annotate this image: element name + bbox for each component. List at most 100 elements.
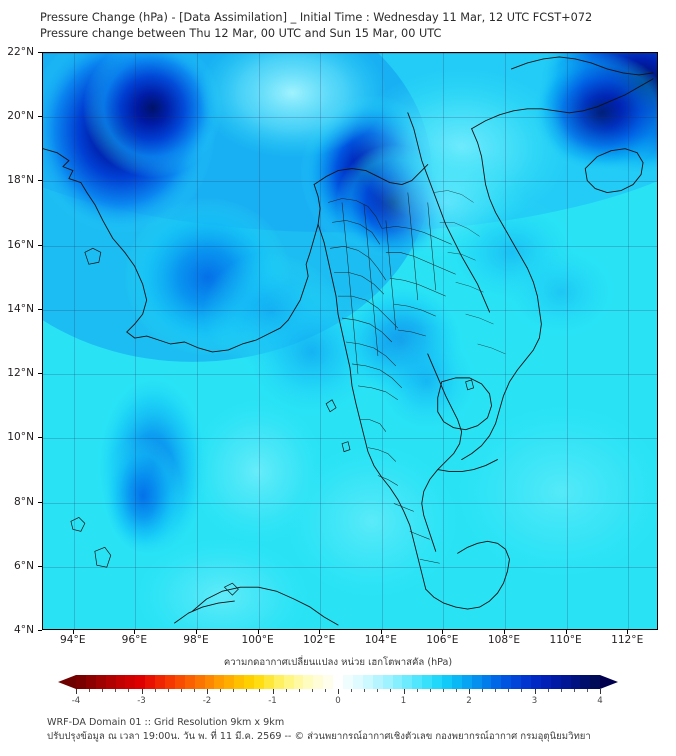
colorbar-track[interactable]: -4 -3 -2 -1 0 1 2 3 4: [58, 675, 618, 706]
title-line-2: Pressure change between Thu 12 Mar, 00 U…: [40, 27, 442, 40]
colorbar-tick-label: -1: [268, 696, 277, 706]
colorbar-extend-low-arrow: [58, 675, 76, 689]
colorbar-minor-tick: [193, 689, 195, 692]
colorbar-minor-tick: [495, 689, 497, 692]
colorbar-minor-tick: [180, 689, 182, 692]
colorbar-major-tick: [534, 689, 536, 694]
colorbar-swatch: [333, 675, 344, 689]
y-tick: [38, 116, 42, 118]
colorbar-swatch: [441, 675, 452, 689]
y-axis-label: 18°N: [7, 174, 34, 187]
colorbar-swatch: [412, 675, 423, 689]
y-tick: [38, 244, 42, 246]
colorbar-swatch: [530, 675, 541, 689]
colorbar-minor-tick: [115, 689, 117, 692]
colorbar-minor-tick: [560, 689, 562, 692]
colorbar-minor-tick: [482, 689, 484, 692]
y-axis-label: 16°N: [7, 238, 34, 251]
colorbar-minor-tick: [573, 689, 575, 692]
colorbar-minor-tick: [547, 689, 549, 692]
colorbar-minor-tick: [324, 689, 326, 692]
colorbar-major-tick: [403, 689, 405, 694]
x-tick: [134, 630, 136, 634]
colorbar-swatch: [273, 675, 284, 689]
x-tick: [442, 630, 444, 634]
y-axis-label: 4°N: [14, 624, 34, 636]
x-axis-label: 110°E: [549, 634, 582, 646]
colorbar-swatch: [165, 675, 175, 689]
colorbar-minor-tick: [311, 689, 313, 692]
colorbar-swatch: [293, 675, 304, 689]
colorbar-major-tick: [469, 689, 470, 694]
x-axis-label: 98°E: [183, 634, 209, 646]
y-tick: [38, 308, 42, 310]
x-axis-label: 102°E: [303, 634, 336, 646]
y-tick: [38, 52, 42, 53]
y-axis-label: 20°N: [7, 110, 34, 123]
colorbar-tick-label: 0: [335, 696, 341, 706]
colorbar-minor-tick: [364, 689, 366, 692]
colorbar-swatch: [155, 675, 166, 689]
y-tick: [38, 373, 42, 375]
y-tick: [38, 501, 42, 503]
colorbar-swatch: [382, 675, 393, 689]
colorbar-minor-tick: [102, 689, 104, 692]
x-tick: [72, 630, 74, 634]
colorbar-swatch: [362, 675, 373, 689]
pressure-change-heatmap: [43, 53, 657, 629]
colorbar-swatch: [313, 675, 324, 689]
map-plot-area[interactable]: [42, 52, 658, 630]
x-axis-label: 104°E: [364, 634, 397, 646]
colorbar-major-tick: [272, 689, 274, 694]
colorbar-swatch: [105, 675, 116, 689]
colorbar-swatch: [254, 675, 264, 689]
colorbar-minor-tick: [429, 689, 431, 692]
x-tick: [257, 630, 259, 634]
colorbar-swatch: [95, 675, 106, 689]
colorbar-swatch: [224, 675, 235, 689]
colorbar-swatch: [323, 675, 334, 689]
colorbar-tick-label: 3: [531, 696, 538, 706]
y-tick: [38, 630, 42, 631]
colorbar-swatch: [451, 675, 462, 689]
colorbar-major-tick: [76, 689, 77, 694]
colorbar-minor-tick: [377, 689, 379, 692]
colorbar-swatch: [372, 675, 383, 689]
colorbar-minor-tick: [167, 689, 169, 692]
colorbar-swatch: [422, 675, 433, 689]
x-tick: [565, 630, 567, 634]
x-axis-label: 108°E: [487, 634, 521, 646]
colorbar-swatch: [481, 675, 492, 689]
y-tick: [38, 437, 42, 439]
colorbar-swatch: [244, 675, 255, 689]
y-axis-label: 12°N: [7, 367, 34, 380]
colorbar-swatch: [76, 675, 86, 689]
colorbar-major-tick: [338, 689, 339, 694]
x-axis-label: 100°E: [241, 634, 274, 646]
colorbar-minor-tick: [298, 689, 300, 692]
colorbar-tick-label: 2: [466, 696, 472, 706]
colorbar-swatch: [115, 675, 126, 689]
colorbar-swatch: [471, 675, 482, 689]
colorbar-swatch: [501, 675, 512, 689]
colorbar-major-tick: [207, 689, 208, 694]
colorbar-swatch: [521, 675, 531, 689]
colorbar-tick-label: -2: [202, 696, 212, 706]
colorbar-swatch: [392, 675, 403, 689]
colorbar-minor-tick: [128, 689, 130, 692]
y-tick: [38, 180, 42, 182]
y-axis-label: 10°N: [7, 431, 34, 444]
colorbar-minor-tick: [521, 689, 523, 692]
colorbar-minor-tick: [442, 689, 444, 692]
y-axis-label: 6°N: [14, 559, 34, 572]
colorbar-swatch: [432, 675, 442, 689]
colorbar-swatch: [540, 675, 551, 689]
colorbar: ความกดอากาศเปลี่ยนแปลง หน่วย เฮกโตพาสคัล…: [0, 655, 676, 710]
colorbar-swatch: [461, 675, 472, 689]
colorbar-minor-tick: [390, 689, 392, 692]
colorbar-swatch: [174, 675, 185, 689]
colorbar-extend-high-arrow: [600, 675, 618, 689]
colorbar-swatch: [303, 675, 314, 689]
colorbar-minor-tick: [351, 689, 353, 692]
colorbar-swatch: [125, 675, 136, 689]
